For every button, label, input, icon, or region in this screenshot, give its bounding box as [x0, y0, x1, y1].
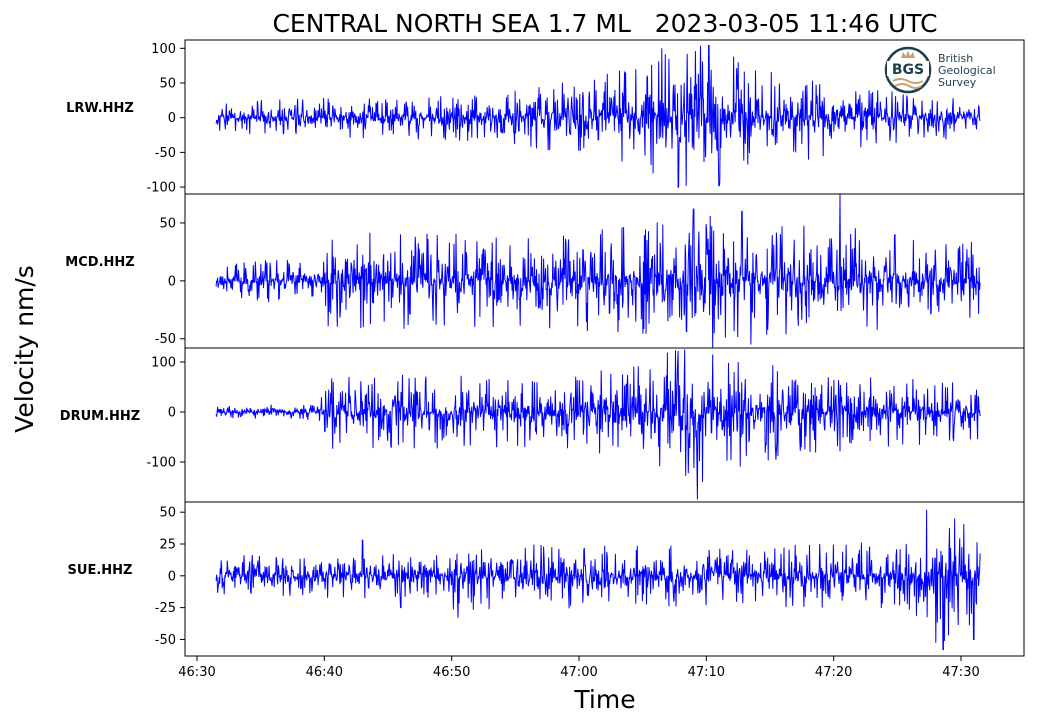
bgs-logo-monogram: BGS — [892, 62, 924, 78]
bgs-logo: BGS British Geological Survey — [884, 46, 996, 94]
bgs-logo-wave-icon — [894, 83, 922, 89]
panel-frame — [184, 501, 1025, 657]
station-label: MCD.HHZ — [65, 255, 134, 270]
y-tick-label: 50 — [159, 216, 176, 231]
station-label: LRW.HHZ — [66, 101, 134, 116]
seismic-trace — [215, 509, 981, 651]
y-tick-label: 0 — [168, 569, 176, 584]
bgs-logo-wave-icon — [892, 78, 924, 84]
panel-mcd-hhz: 50 0 -50 MCD.HHZ — [65, 193, 1025, 349]
panel-lrw-hhz: 100 50 0 -50 -100 LRW.HHZ — [66, 39, 1025, 196]
seismic-trace — [215, 349, 981, 500]
y-tick-label: 50 — [159, 77, 176, 92]
y-tick-label: 100 — [151, 42, 176, 57]
seismic-trace — [215, 45, 981, 188]
x-tick-label: 47:10 — [688, 665, 725, 680]
panel-sue-hhz: 50 25 0 -25 -50 SUE.HHZ — [68, 501, 1025, 657]
station-label: DRUM.HHZ — [60, 409, 140, 424]
x-axis-label: Time — [573, 685, 635, 714]
y-tick-label: 100 — [151, 356, 176, 371]
x-tick-label: 47:20 — [815, 665, 852, 680]
y-tick-label: -50 — [155, 633, 176, 648]
y-tick-label: -100 — [146, 456, 176, 471]
y-tick-label: -25 — [155, 601, 176, 616]
x-tick-label: 46:40 — [306, 665, 343, 680]
bgs-logo-line-1: British — [938, 52, 973, 65]
y-tick-label: 50 — [159, 506, 176, 521]
y-tick-label: -50 — [155, 146, 176, 161]
x-tick-label: 46:30 — [178, 665, 215, 680]
chart-title: CENTRAL NORTH SEA 1.7 ML 2023-03-05 11:4… — [272, 9, 937, 38]
x-tick-label: 47:00 — [560, 665, 597, 680]
bgs-logo-crown-icon — [901, 50, 915, 58]
y-tick-label: -50 — [155, 332, 176, 347]
bgs-logo-monogram-band — [887, 61, 929, 76]
y-tick-label: 0 — [168, 406, 176, 421]
bgs-logo-line-3: Survey — [938, 76, 977, 89]
y-tick-label: 25 — [159, 538, 176, 553]
station-panels: 100 50 0 -50 -100 LRW.HHZ 50 0 -50 MCD.HHZ 100 0 -10… — [60, 39, 1025, 657]
x-axis: 46:30 46:40 46:50 47:00 47:10 47:20 47:30 — [178, 656, 980, 680]
y-tick-label: -100 — [146, 181, 176, 196]
y-tick-label: 0 — [168, 274, 176, 289]
y-tick-label: 0 — [168, 111, 176, 126]
station-label: SUE.HHZ — [68, 563, 133, 578]
seismic-trace — [215, 193, 981, 349]
bgs-logo-line-2: Geological — [938, 64, 996, 77]
x-tick-label: 47:30 — [942, 665, 979, 680]
y-axis-label: Velocity nm/s — [10, 265, 39, 433]
panel-drum-hhz: 100 0 -100 DRUM.HHZ — [60, 347, 1025, 503]
x-tick-label: 46:50 — [433, 665, 470, 680]
